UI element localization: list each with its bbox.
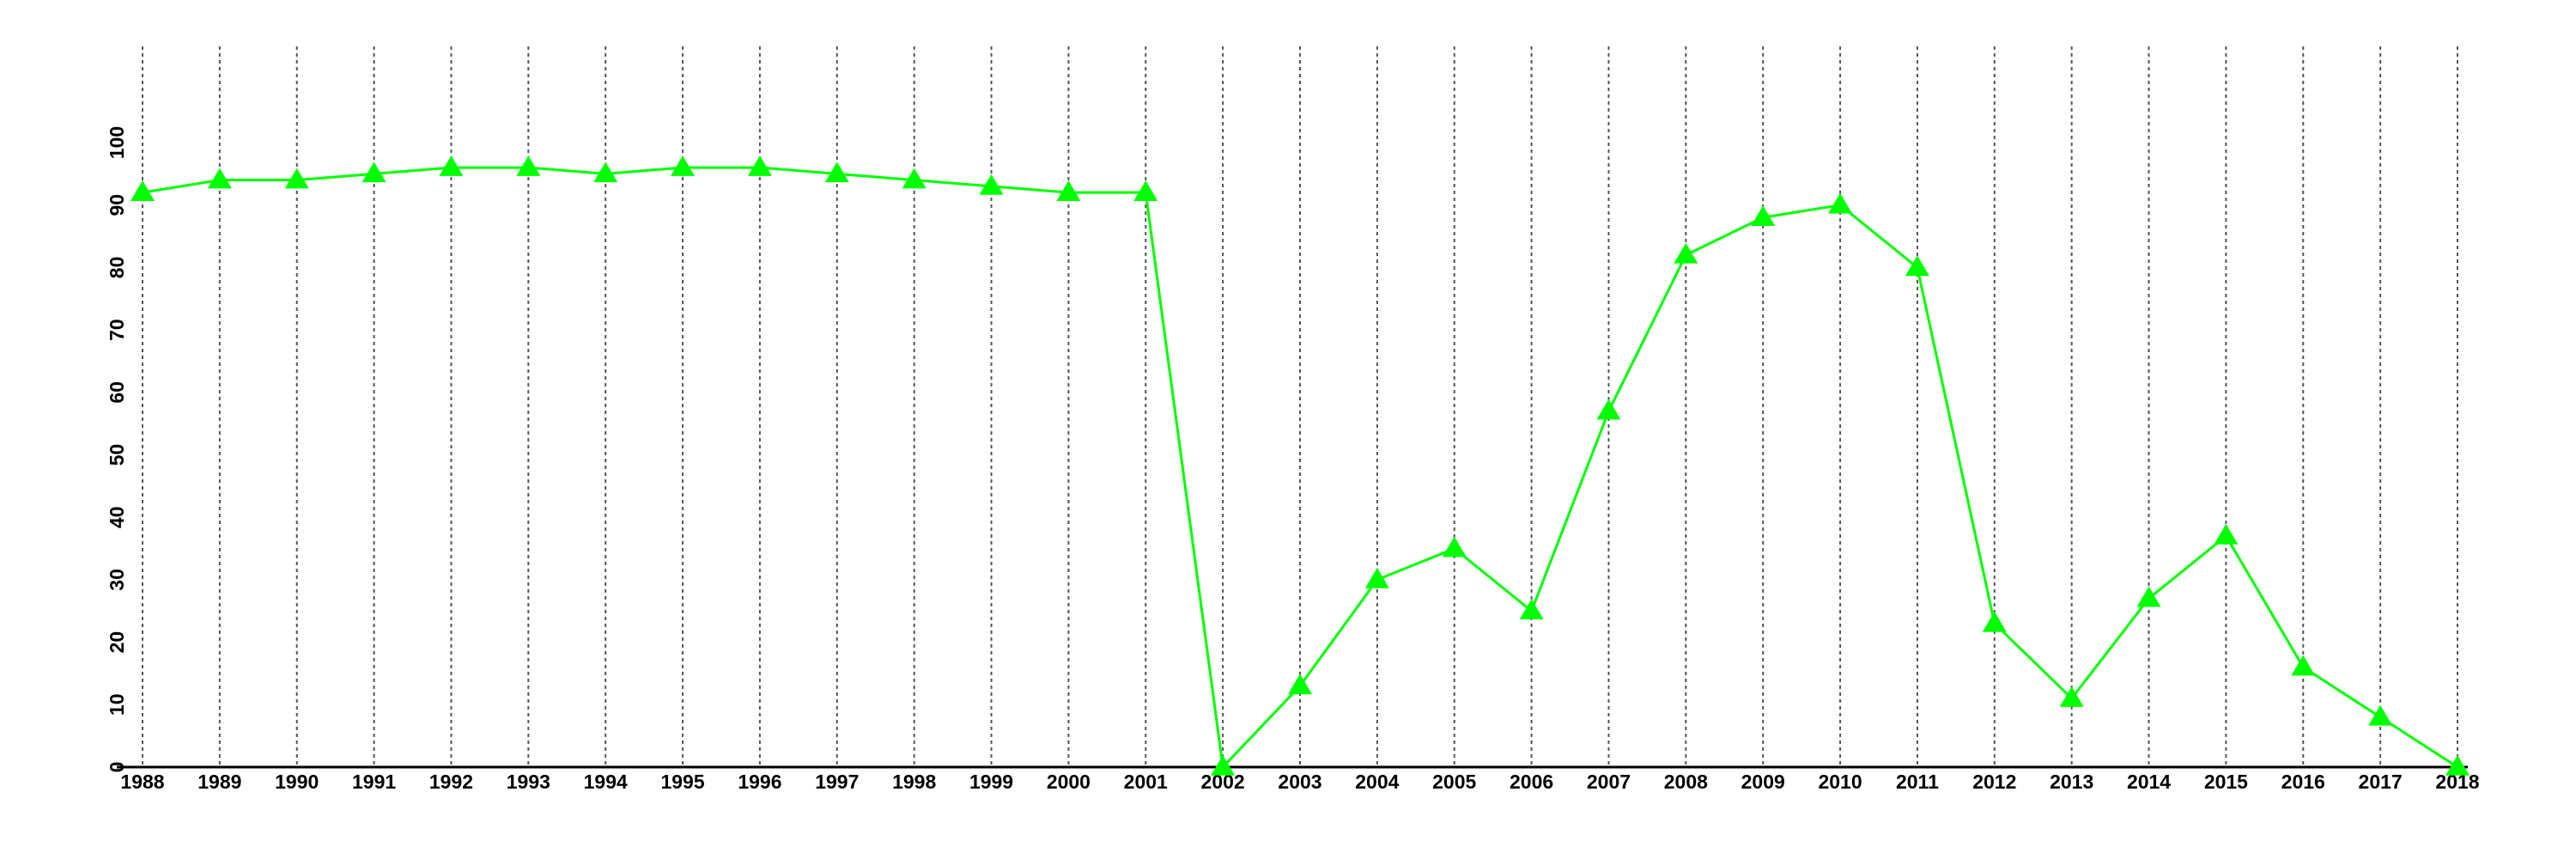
y-tick-label: 0 bbox=[106, 762, 128, 773]
marker bbox=[2214, 524, 2239, 545]
y-tick-label: 90 bbox=[106, 194, 128, 216]
marker bbox=[1211, 755, 1236, 776]
x-tick-label: 2000 bbox=[1047, 771, 1091, 793]
x-tick-label: 2005 bbox=[1432, 771, 1476, 793]
x-tick-label: 2017 bbox=[2359, 771, 2403, 793]
x-tick-label: 1989 bbox=[197, 771, 241, 793]
marker bbox=[1674, 242, 1698, 264]
marker bbox=[1982, 611, 2007, 632]
x-tick-label: 1990 bbox=[275, 771, 319, 793]
x-tick-label: 1993 bbox=[507, 771, 550, 793]
marker bbox=[747, 155, 772, 176]
x-tick-label: 1999 bbox=[969, 771, 1013, 793]
y-tick-label: 100 bbox=[106, 126, 128, 159]
marker bbox=[2368, 704, 2393, 726]
marker bbox=[1056, 180, 1081, 201]
marker bbox=[2291, 655, 2316, 676]
x-tick-label: 2015 bbox=[2204, 771, 2248, 793]
x-tick-label: 2007 bbox=[1587, 771, 1631, 793]
marker bbox=[1751, 205, 1776, 227]
marker bbox=[284, 168, 309, 189]
x-tick-label: 2010 bbox=[1818, 771, 1862, 793]
x-tick-label: 1991 bbox=[352, 771, 396, 793]
y-tick-label: 50 bbox=[106, 444, 128, 466]
marker bbox=[1596, 399, 1621, 420]
y-tick-label: 70 bbox=[106, 319, 128, 341]
marker bbox=[902, 168, 927, 189]
marker bbox=[979, 174, 1004, 195]
y-tick-label: 10 bbox=[106, 694, 128, 716]
x-tick-label: 1997 bbox=[815, 771, 859, 793]
marker bbox=[516, 155, 541, 176]
x-tick-label: 2012 bbox=[1972, 771, 2016, 793]
x-tick-label: 2008 bbox=[1664, 771, 1708, 793]
marker bbox=[824, 161, 849, 183]
y-tick-label: 60 bbox=[106, 381, 128, 404]
marker bbox=[2445, 755, 2470, 776]
y-tick-label: 20 bbox=[106, 631, 128, 654]
x-tick-label: 2014 bbox=[2127, 771, 2171, 793]
x-tick-label: 1994 bbox=[584, 771, 628, 793]
marker bbox=[439, 155, 464, 176]
x-tick-label: 2009 bbox=[1741, 771, 1785, 793]
marker bbox=[1288, 673, 1312, 695]
x-tick-label: 1996 bbox=[738, 771, 781, 793]
x-tick-label: 2016 bbox=[2281, 771, 2325, 793]
x-tick-label: 2003 bbox=[1278, 771, 1321, 793]
marker bbox=[1442, 536, 1467, 557]
marker bbox=[1905, 255, 1929, 277]
x-tick-label: 1988 bbox=[120, 771, 164, 793]
marker bbox=[361, 161, 386, 183]
marker bbox=[2059, 686, 2084, 707]
y-tick-label: 30 bbox=[106, 569, 128, 591]
marker bbox=[207, 168, 232, 189]
y-tick-label: 80 bbox=[106, 257, 128, 279]
marker bbox=[1133, 180, 1158, 201]
marker bbox=[2136, 586, 2161, 607]
marker bbox=[1519, 599, 1544, 620]
marker bbox=[593, 161, 618, 183]
x-tick-label: 2001 bbox=[1124, 771, 1168, 793]
x-tick-label: 2011 bbox=[1896, 771, 1939, 793]
y-tick-label: 40 bbox=[106, 506, 128, 528]
x-tick-label: 1992 bbox=[429, 771, 473, 793]
marker bbox=[671, 155, 696, 176]
marker bbox=[131, 180, 155, 201]
x-tick-label: 2013 bbox=[2050, 771, 2093, 793]
x-tick-label: 1998 bbox=[892, 771, 936, 793]
marker bbox=[1364, 567, 1389, 588]
x-tick-label: 1995 bbox=[660, 771, 704, 793]
x-tick-label: 2004 bbox=[1355, 771, 1399, 793]
x-tick-label: 2006 bbox=[1510, 771, 1553, 793]
marker bbox=[1828, 192, 1853, 214]
